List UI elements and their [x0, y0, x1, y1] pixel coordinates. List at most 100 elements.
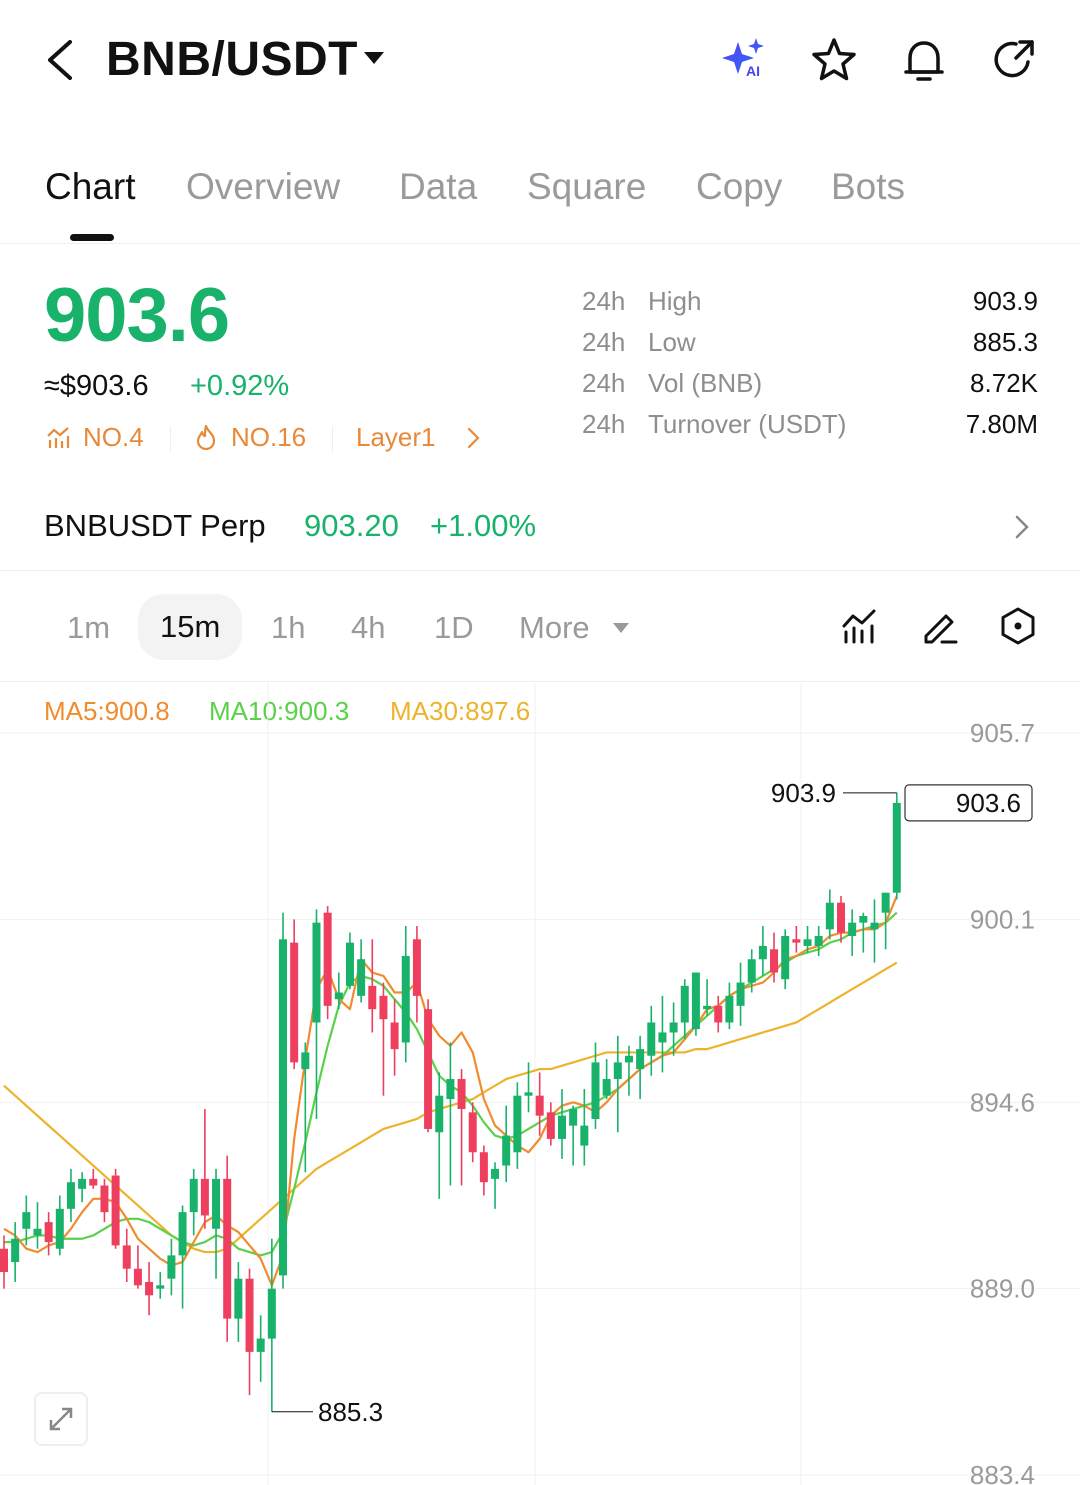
- stat-label: Vol (BNB): [648, 368, 763, 398]
- candle: [312, 909, 321, 1119]
- candle: [535, 1072, 544, 1136]
- candle: [334, 972, 343, 1010]
- candle-body: [859, 916, 868, 923]
- last-price: 903.6: [44, 273, 230, 358]
- category-link[interactable]: Layer1: [356, 422, 436, 452]
- interval-more[interactable]: More: [519, 610, 590, 645]
- candle-body: [390, 1022, 399, 1050]
- stat-value: 7.80M: [965, 409, 1038, 439]
- candle-body: [100, 1185, 109, 1213]
- stat-high: 24h High 903.9: [582, 286, 1038, 327]
- candle: [870, 899, 879, 963]
- last-price-label: 903.6: [956, 788, 1021, 818]
- interval-4h[interactable]: 4h: [351, 610, 386, 645]
- candle-body: [502, 1135, 511, 1166]
- perp-row[interactable]: BNBUSDT Perp 903.20 +1.00%: [0, 490, 1080, 571]
- pair-caret-icon[interactable]: [362, 50, 386, 66]
- stat-label: High: [648, 286, 702, 316]
- stats-panel: 24h High 903.9 24h Low 885.3 24h Vol (BN…: [582, 286, 1038, 450]
- back-icon[interactable]: [40, 36, 84, 84]
- candle: [379, 982, 388, 1096]
- tab-bots[interactable]: Bots: [831, 166, 906, 207]
- stat-label: 24h: [582, 327, 626, 357]
- candle: [145, 1262, 154, 1316]
- ai-sparkle-icon[interactable]: AI: [720, 36, 768, 84]
- candle: [658, 995, 667, 1073]
- candle: [33, 1202, 42, 1249]
- y-tick-label: 894.6: [970, 1087, 1035, 1117]
- share-icon[interactable]: [990, 36, 1038, 84]
- tab-chart[interactable]: Chart: [45, 166, 136, 207]
- candle-body: [580, 1125, 589, 1146]
- candle-body: [301, 1052, 310, 1070]
- candle-body: [558, 1115, 566, 1139]
- interval-1m[interactable]: 1m: [67, 610, 111, 645]
- candle: [189, 1168, 198, 1236]
- candle-body: [256, 1338, 265, 1352]
- top-bar: BNB/USDT AI: [0, 0, 1080, 120]
- candle: [234, 1262, 243, 1342]
- candle-body: [491, 1168, 500, 1179]
- rank-volume[interactable]: NO.4: [83, 422, 144, 452]
- fullscreen-button[interactable]: [34, 1392, 88, 1446]
- candle: [178, 1205, 187, 1309]
- candle: [825, 889, 834, 940]
- candle: [245, 1268, 254, 1396]
- candle-body: [167, 1255, 176, 1279]
- candle-body: [334, 992, 343, 1000]
- stat-label: 24h: [582, 409, 626, 439]
- candle-body: [524, 1092, 533, 1096]
- candle-body: [725, 995, 734, 1023]
- candle-body: [647, 1022, 656, 1056]
- candle: [502, 1105, 511, 1183]
- candle-body: [111, 1175, 120, 1246]
- tab-copy[interactable]: Copy: [696, 166, 783, 207]
- candle-body: [122, 1245, 131, 1269]
- candle-body: [669, 1022, 678, 1033]
- stat-label: 24h: [582, 286, 626, 316]
- candle: [212, 1168, 221, 1279]
- star-icon[interactable]: [810, 36, 858, 84]
- candle-body: [636, 1049, 645, 1070]
- bell-icon[interactable]: [900, 36, 948, 84]
- candle-body: [89, 1178, 98, 1186]
- low-label: 885.3: [318, 1397, 383, 1427]
- candle-body: [770, 949, 779, 973]
- candle-body: [145, 1282, 154, 1296]
- stat-low: 24h Low 885.3: [582, 327, 1038, 368]
- candle-body: [368, 985, 377, 1010]
- stat-value: 8.72K: [970, 368, 1038, 398]
- chevron-right-icon[interactable]: [1010, 512, 1034, 542]
- tab-data[interactable]: Data: [399, 166, 478, 207]
- perp-price: 903.20: [304, 508, 399, 543]
- candle: [390, 999, 399, 1076]
- chevron-right-icon[interactable]: [464, 426, 482, 450]
- indicator-icon[interactable]: [840, 606, 880, 646]
- tab-square[interactable]: Square: [527, 166, 647, 207]
- candle: [647, 1005, 656, 1076]
- draw-pencil-icon[interactable]: [920, 606, 960, 646]
- settings-hexagon-icon[interactable]: [998, 606, 1038, 646]
- interval-15m[interactable]: 15m: [138, 594, 243, 660]
- candle: [792, 925, 801, 953]
- candle: [267, 1238, 276, 1412]
- candle-body: [691, 972, 700, 1030]
- y-tick-label: 905.7: [970, 718, 1035, 748]
- pair-title[interactable]: BNB/USDT: [106, 33, 358, 86]
- interval-1d[interactable]: 1D: [434, 610, 474, 645]
- interval-1h[interactable]: 1h: [271, 610, 306, 645]
- candle: [435, 1072, 444, 1199]
- candle: [66, 1168, 75, 1223]
- candle: [758, 925, 767, 976]
- rank-hot[interactable]: NO.16: [231, 422, 307, 452]
- candle: [680, 979, 689, 1040]
- candle: [44, 1212, 53, 1256]
- candle-body: [379, 995, 388, 1020]
- candle: [613, 1035, 622, 1133]
- tab-overview[interactable]: Overview: [186, 166, 341, 207]
- candle-body: [825, 902, 834, 930]
- more-caret-icon[interactable]: [612, 622, 630, 634]
- rank-chart-icon: [47, 427, 70, 448]
- candle-body: [569, 1108, 578, 1126]
